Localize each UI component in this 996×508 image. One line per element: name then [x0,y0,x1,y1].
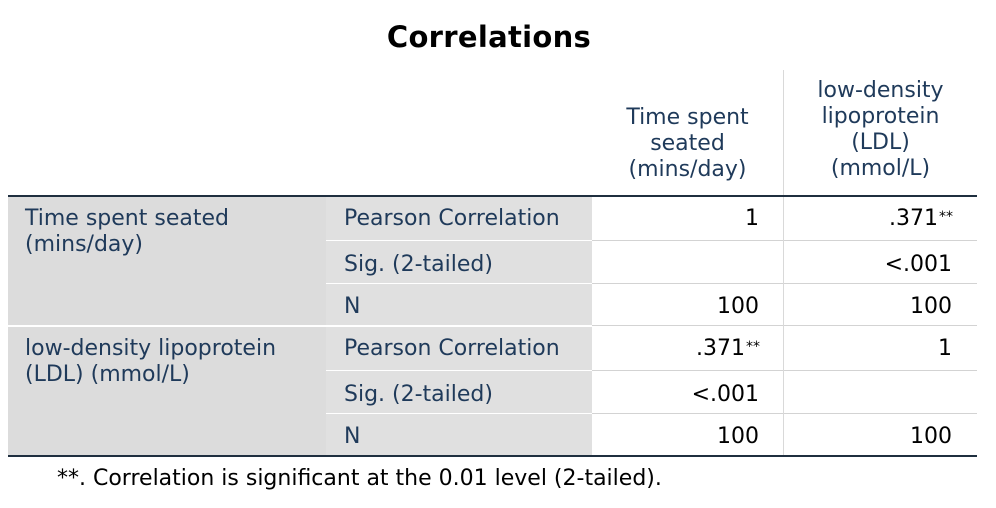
stat-label-pearson: Pearson Correlation [344,336,560,361]
cell-value: <.001 [691,382,759,407]
cell-value: 100 [910,294,952,319]
cell-value: 1 [745,206,759,231]
row-header-line: (LDL) (mmol/L) [25,362,190,387]
row-divider [326,240,592,241]
stat-label-background [326,327,592,455]
column-header-time-seated: Time spent seated (mins/day) [592,105,783,183]
column-header-line: lipoprotein [821,104,940,129]
row-divider [326,370,592,371]
stat-label-sig: Sig. (2-tailed) [344,252,493,277]
column-header-line: seated [650,131,725,156]
row-divider [592,370,977,371]
table-cell: <.001 [784,252,953,278]
table-cell: .371** [592,336,760,362]
cell-value: 1 [938,336,952,361]
table-cell: <.001 [592,382,760,408]
cell-value: .371 [696,336,745,361]
stat-label-n: N [344,294,361,319]
header-divider [783,70,784,196]
row-group-background [8,197,326,325]
significance-marker: ** [939,209,953,225]
table-bottom-rule [8,455,977,457]
table-cell: .371** [784,206,953,232]
table-cell: 1 [784,336,953,362]
row-header-line: (mins/day) [25,232,143,257]
row-divider [326,283,592,284]
table-cell: 100 [592,424,760,450]
row-header-ldl: low-density lipoprotein (LDL) (mmol/L) [25,336,323,388]
column-header-ldl: low-density lipoprotein (LDL) (mmol/L) [784,78,977,182]
stat-label-background [326,197,592,325]
table-cell: 100 [784,294,953,320]
cell-value: .371 [889,206,938,231]
row-group-divider [8,325,977,327]
row-divider [326,413,592,414]
column-header-line: low-density [817,78,944,103]
table-cell [784,382,953,408]
stat-label-pearson: Pearson Correlation [344,206,560,231]
row-divider [592,240,977,241]
row-divider [592,325,977,326]
table-top-rule [8,195,977,197]
stat-label-sig: Sig. (2-tailed) [344,382,493,407]
row-header-line: Time spent seated [25,206,229,231]
significance-marker: ** [746,339,760,355]
cell-value: <.001 [884,252,952,277]
cell-value: 100 [717,294,759,319]
table-cell: 1 [592,206,760,232]
cell-value: 100 [717,424,759,449]
row-group-background [8,327,326,455]
cell-value: 100 [910,424,952,449]
table-title: Correlations [386,20,592,54]
row-divider [592,413,977,414]
column-header-line: (mmol/L) [830,156,931,181]
row-header-time-seated: Time spent seated (mins/day) [25,206,323,258]
table-cell: 100 [592,294,760,320]
stat-label-n: N [344,424,361,449]
column-header-line: (mins/day) [628,157,747,182]
table-cell [592,252,760,278]
column-header-line: Time spent [626,105,749,130]
column-header-line: (LDL) [851,130,910,155]
table-cell: 100 [784,424,953,450]
column-divider [783,197,784,455]
table-footnote: **. Correlation is significant at the 0.… [57,466,662,491]
row-divider [592,283,977,284]
row-header-line: low-density lipoprotein [25,336,277,361]
